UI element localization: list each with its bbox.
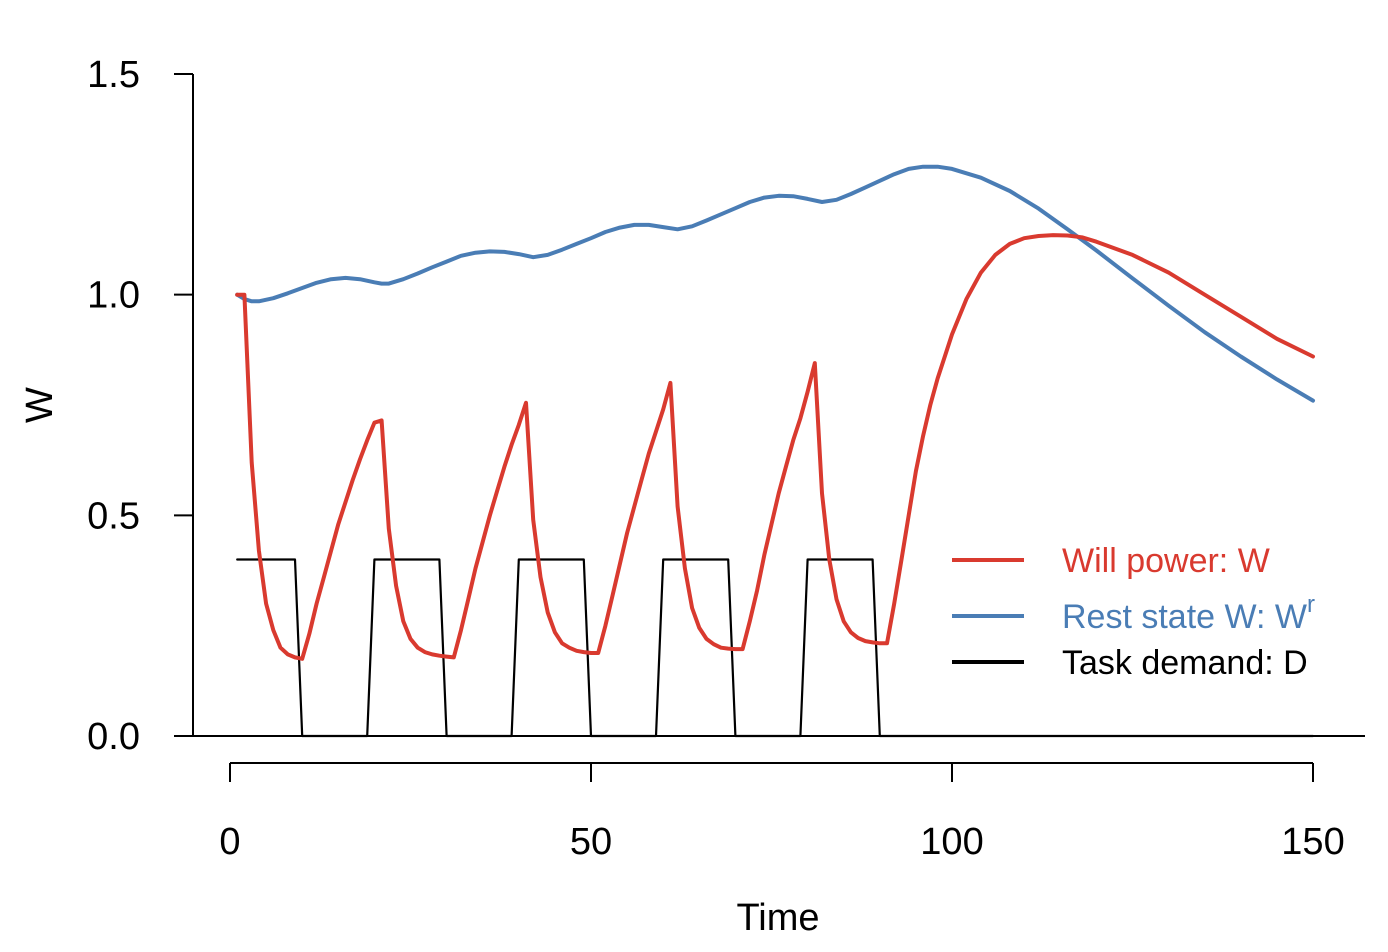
legend-label-text: Task demand: D — [1062, 644, 1308, 682]
series-will-power-line — [235, 233, 1315, 661]
legend-label-text: Rest state W: W — [1062, 598, 1307, 636]
x-tick-label: 0 — [219, 821, 240, 863]
y-tick-label: 1.0 — [87, 275, 140, 317]
series-rest-state-line — [235, 164, 1315, 403]
legend-label-superscript: r — [1307, 591, 1315, 618]
x-tick-label: 100 — [920, 821, 983, 863]
y-ticks: 0.0 0.5 1.0 1.5 — [87, 54, 193, 758]
legend-label-text: Will power: W — [1062, 542, 1270, 580]
x-axis-title: Time — [736, 897, 819, 939]
y-tick-label: 0.0 — [87, 716, 140, 758]
y-tick-label: 1.5 — [87, 54, 140, 96]
y-axis-title: W — [19, 387, 61, 423]
legend-label-rest-state-line: Rest state W: Wr — [1062, 591, 1315, 636]
series-layer — [235, 164, 1315, 738]
legend-label-will-power-line: Will power: W — [1062, 542, 1270, 580]
x-tick-label: 50 — [570, 821, 612, 863]
legend: Will power: W Rest state W: Wr Task demand… — [952, 542, 1315, 682]
x-ticks: 0 50 100 150 — [219, 763, 1345, 863]
x-tick-label: 150 — [1281, 821, 1344, 863]
x-axis: 0 50 100 150 — [219, 762, 1345, 863]
series-task-demand-line — [236, 558, 1315, 738]
y-tick-label: 0.5 — [87, 495, 140, 537]
legend-label-task-demand-line: Task demand: D — [1062, 644, 1308, 682]
y-axis: 0.0 0.5 1.0 1.5 — [87, 54, 194, 758]
